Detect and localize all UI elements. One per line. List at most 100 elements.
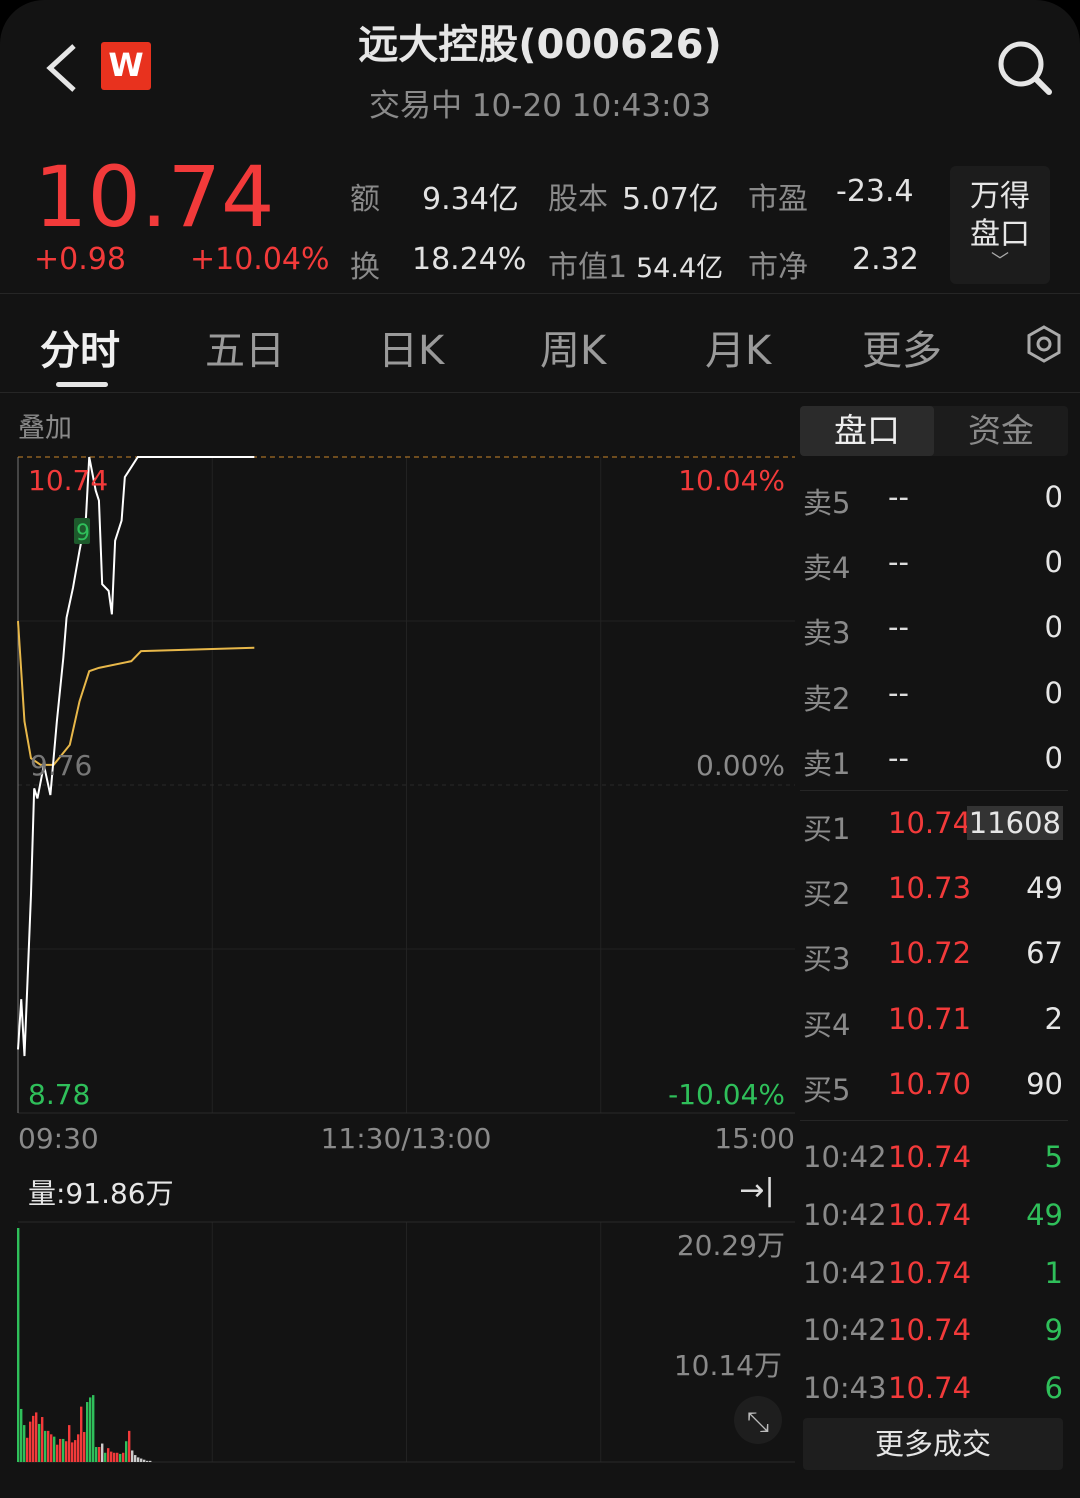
volume-bar — [29, 1421, 32, 1462]
axis-low-label: 8.78 — [28, 1078, 90, 1111]
trade-time: 10:42 — [803, 1313, 887, 1348]
trade-time: 10:42 — [803, 1255, 887, 1290]
trade-price: 10.74 — [888, 1197, 972, 1232]
settings-icon[interactable] — [1024, 324, 1064, 364]
trade-volume: 6 — [1044, 1371, 1063, 1406]
volume-bar — [137, 1457, 140, 1462]
level-price: -- — [888, 740, 909, 775]
bid-row: 买1 10.74 11608 — [803, 806, 1063, 846]
tab-five-day[interactable]: 五日 — [205, 328, 285, 374]
volume-bar — [86, 1402, 89, 1462]
stat-label: 市值1 — [548, 250, 628, 285]
ask-row: 卖2 -- 0 — [803, 676, 1063, 716]
volume-bar — [131, 1450, 134, 1462]
level-label: 买1 — [803, 812, 851, 846]
search-icon[interactable] — [995, 38, 1053, 96]
level-label: 买2 — [803, 877, 851, 912]
volume-marker — [74, 518, 90, 544]
trade-volume: 1 — [1044, 1255, 1063, 1290]
wind-button-line2: 盘口 — [970, 217, 1030, 252]
wind-logo[interactable]: W — [101, 42, 151, 90]
volume-bar — [134, 1455, 137, 1462]
divider — [0, 392, 1080, 393]
stat-label: 额 — [350, 182, 380, 217]
volume-bar — [140, 1458, 143, 1462]
volume-bar — [122, 1452, 125, 1462]
time-start-label: 09:30 — [18, 1122, 99, 1155]
stat-value: 5.07亿 — [622, 182, 719, 217]
axis-mid-pct-label: 0.00% — [696, 749, 785, 782]
volume-bar — [47, 1430, 50, 1462]
volume-bar — [101, 1443, 104, 1462]
bid-row: 买2 10.73 49 — [803, 871, 1063, 911]
level-label: 买3 — [803, 942, 851, 977]
active-tab-indicator — [56, 382, 108, 387]
trade-time: 10:42 — [803, 1140, 887, 1174]
volume-bar — [38, 1423, 41, 1462]
level-label: 卖2 — [803, 681, 851, 716]
wind-button-line1: 万得 — [970, 179, 1030, 214]
wind-orderbook-button[interactable]: 万得 盘口 ﹀ — [950, 166, 1050, 284]
level-price: 10.71 — [888, 1001, 972, 1036]
volume-bar — [32, 1415, 35, 1462]
more-trades-button[interactable]: 更多成交 — [803, 1418, 1063, 1470]
overlay-button[interactable]: 叠加 — [18, 413, 72, 444]
trade-volume: 5 — [1044, 1140, 1063, 1174]
volume-bar — [146, 1460, 149, 1462]
volume-bar — [59, 1438, 62, 1462]
volume-bar — [149, 1460, 152, 1462]
volume-total-label: 量:91.86万 — [28, 1177, 174, 1210]
stat-label: 市净 — [748, 250, 808, 285]
tab-intraday[interactable]: 分时 — [40, 328, 120, 374]
level-label: 卖1 — [803, 746, 851, 781]
tab-more[interactable]: 更多 — [862, 328, 942, 374]
level-price: 10.73 — [888, 871, 972, 906]
volume-bar — [128, 1430, 131, 1462]
volume-bar — [68, 1425, 71, 1462]
trade-price: 10.74 — [888, 1255, 972, 1290]
intraday-chart[interactable]: 10.74 8.78 9.76 10.04% 0.00% -10.04% 09:30 11:3… — [0, 440, 800, 1480]
level-price: 10.70 — [888, 1066, 972, 1101]
volume-bar — [50, 1434, 53, 1462]
volume-bar — [62, 1438, 65, 1462]
volume-bar — [53, 1436, 56, 1462]
trade-time: 10:42 — [803, 1197, 887, 1232]
volume-bar — [65, 1441, 68, 1462]
tab-orderbook[interactable]: 盘口 — [800, 406, 934, 456]
tab-monthly-k[interactable]: 月K — [705, 328, 772, 374]
volume-bar — [110, 1451, 113, 1462]
divider — [800, 790, 1068, 791]
level-label: 卖3 — [803, 616, 851, 651]
tab-daily-k[interactable]: 日K — [378, 328, 445, 374]
volume-bar — [83, 1432, 86, 1462]
orderbook-tabs: 盘口 资金 — [800, 406, 1068, 456]
page-title: 远大控股(000626) — [358, 22, 722, 68]
trade-row: 10:42 10.74 49 — [803, 1198, 1063, 1238]
level-volume: 90 — [1026, 1066, 1063, 1101]
trade-price: 10.74 — [888, 1140, 972, 1174]
stat-label: 换 — [350, 250, 380, 285]
back-arrow-icon[interactable] — [42, 40, 82, 96]
tab-capital[interactable]: 资金 — [968, 411, 1034, 450]
level-label: 卖5 — [803, 486, 851, 520]
level-label: 买5 — [803, 1072, 851, 1107]
price-change: +0.98 — [34, 242, 126, 277]
trade-volume: 9 — [1044, 1313, 1063, 1348]
divider — [800, 1120, 1068, 1121]
stat-value: 9.34亿 — [422, 182, 519, 217]
volume-bar — [26, 1437, 29, 1462]
expand-icon[interactable]: ⤡ — [747, 1405, 769, 1438]
collapse-right-icon[interactable]: →| — [739, 1173, 774, 1208]
ask-row: 卖1 -- 0 — [803, 741, 1063, 781]
level-price: -- — [888, 610, 909, 645]
axis-high-label: 10.74 — [28, 464, 108, 497]
volume-bar — [95, 1447, 98, 1462]
level-volume: 0 — [1044, 480, 1063, 514]
volume-bar — [80, 1406, 83, 1462]
ask-row: 卖4 -- 0 — [803, 545, 1063, 585]
tab-weekly-k[interactable]: 周K — [540, 328, 607, 374]
volume-max-label: 20.29万 — [677, 1229, 785, 1262]
stat-value: 54.4亿 — [636, 253, 724, 284]
level-price: -- — [888, 545, 909, 580]
